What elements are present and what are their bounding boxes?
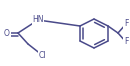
Text: O: O bbox=[4, 29, 10, 37]
Text: Cl: Cl bbox=[38, 50, 46, 60]
Text: HN: HN bbox=[32, 16, 44, 24]
Text: F: F bbox=[124, 19, 128, 29]
Text: F: F bbox=[124, 37, 128, 47]
